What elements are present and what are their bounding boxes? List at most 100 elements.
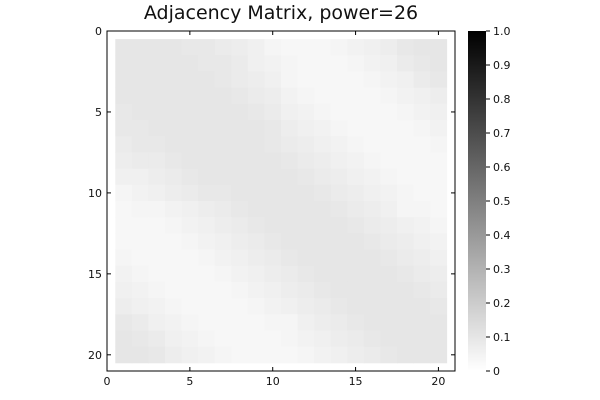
heatmap-cell <box>131 281 149 299</box>
heatmap-cell <box>231 346 249 364</box>
heatmap-cell <box>115 314 133 331</box>
heatmap-cell <box>281 136 298 153</box>
heatmap-cell <box>148 346 166 364</box>
heatmap-cell <box>314 55 332 72</box>
heatmap-cell <box>181 168 199 186</box>
heatmap-cell <box>380 103 398 121</box>
heatmap-cell <box>264 346 282 364</box>
heatmap-cell <box>314 298 332 315</box>
heatmap-cell <box>330 346 348 364</box>
heatmap-cell <box>314 346 332 364</box>
heatmap-cell <box>397 168 414 186</box>
heatmap-cell <box>131 103 149 121</box>
heatmap-cell <box>413 103 431 121</box>
heatmap-cell <box>131 330 149 348</box>
heatmap-cell <box>330 168 348 186</box>
heatmap-cell <box>363 103 381 121</box>
heatmap-cell <box>363 168 381 186</box>
heatmap-cell <box>198 346 216 364</box>
heatmap-cell <box>430 233 448 250</box>
heatmap-cell <box>363 314 381 331</box>
heatmap-cell <box>148 55 166 72</box>
heatmap-cell <box>148 201 166 218</box>
heatmap-cell <box>380 136 398 153</box>
heatmap-cell <box>198 201 216 218</box>
heatmap-cell <box>231 330 249 348</box>
heatmap-cell <box>181 103 199 121</box>
heatmap-cell <box>198 103 216 121</box>
heatmap-cell <box>380 120 398 137</box>
heatmap-cell <box>314 330 332 348</box>
heatmap-cell <box>198 330 216 348</box>
heatmap-cell <box>131 265 149 283</box>
heatmap-cell <box>131 71 149 89</box>
heatmap-cell <box>214 103 232 121</box>
heatmap-cell <box>231 152 249 170</box>
heatmap-cell <box>363 346 381 364</box>
heatmap-cell <box>413 136 431 153</box>
heatmap-cell <box>330 87 348 105</box>
colorbar-tick-label: 0.4 <box>493 229 511 242</box>
heatmap-cell <box>131 249 149 267</box>
heatmap-cell <box>281 201 298 218</box>
heatmap-cell <box>264 217 282 234</box>
heatmap-cell <box>148 87 166 105</box>
heatmap-cell <box>231 298 249 315</box>
heatmap-cell <box>314 71 332 89</box>
heatmap-cell <box>363 201 381 218</box>
heatmap-cell <box>148 71 166 89</box>
heatmap-cell <box>247 39 265 56</box>
heatmap-cell <box>281 87 298 105</box>
heatmap-cell <box>181 265 199 283</box>
heatmap-cell <box>314 120 332 137</box>
heatmap-cell <box>281 55 298 72</box>
heatmap-cell <box>165 152 182 170</box>
heatmap-cell <box>115 233 133 250</box>
heatmap-cell <box>297 152 315 170</box>
heatmap-cell <box>347 87 365 105</box>
heatmap-cell <box>115 265 133 283</box>
heatmap-cell <box>264 39 282 56</box>
heatmap-cell <box>413 87 431 105</box>
heatmap-cell <box>380 152 398 170</box>
heatmap-cell <box>181 249 199 267</box>
heatmap-cell <box>181 201 199 218</box>
heatmap-cell <box>380 314 398 331</box>
heatmap-cell <box>297 314 315 331</box>
heatmap-cell <box>214 39 232 56</box>
heatmap-cell <box>148 168 166 186</box>
heatmap-cell <box>231 168 249 186</box>
heatmap-cell <box>413 152 431 170</box>
heatmap-cell <box>247 265 265 283</box>
heatmap-cell <box>131 39 149 56</box>
heatmap-cell <box>181 152 199 170</box>
heatmap-cell <box>314 39 332 56</box>
heatmap-cell <box>380 184 398 202</box>
heatmap-cell <box>131 55 149 72</box>
heatmap-cell <box>413 346 431 364</box>
heatmap-cell <box>297 55 315 72</box>
heatmap-cell <box>214 55 232 72</box>
heatmap-cell <box>363 217 381 234</box>
heatmap-cell <box>214 314 232 331</box>
heatmap-cell <box>347 184 365 202</box>
heatmap-cell <box>330 136 348 153</box>
heatmap-cell <box>314 103 332 121</box>
heatmap-cell <box>363 330 381 348</box>
chart-title: Adjacency Matrix, power=26 <box>144 2 418 24</box>
heatmap-cell <box>314 201 332 218</box>
heatmap-cell <box>214 168 232 186</box>
heatmap-cell <box>413 265 431 283</box>
heatmap-cell <box>247 233 265 250</box>
heatmap-cell <box>214 346 232 364</box>
heatmap-cell <box>264 103 282 121</box>
heatmap-cell <box>165 249 182 267</box>
heatmap-cell <box>148 265 166 283</box>
heatmap-cell <box>264 201 282 218</box>
heatmap-cell <box>115 330 133 348</box>
heatmap-cell <box>430 201 448 218</box>
heatmap-cell <box>181 184 199 202</box>
colorbar-tick-label: 0.8 <box>493 93 511 106</box>
heatmap-cell <box>281 346 298 364</box>
heatmap-cell <box>281 217 298 234</box>
